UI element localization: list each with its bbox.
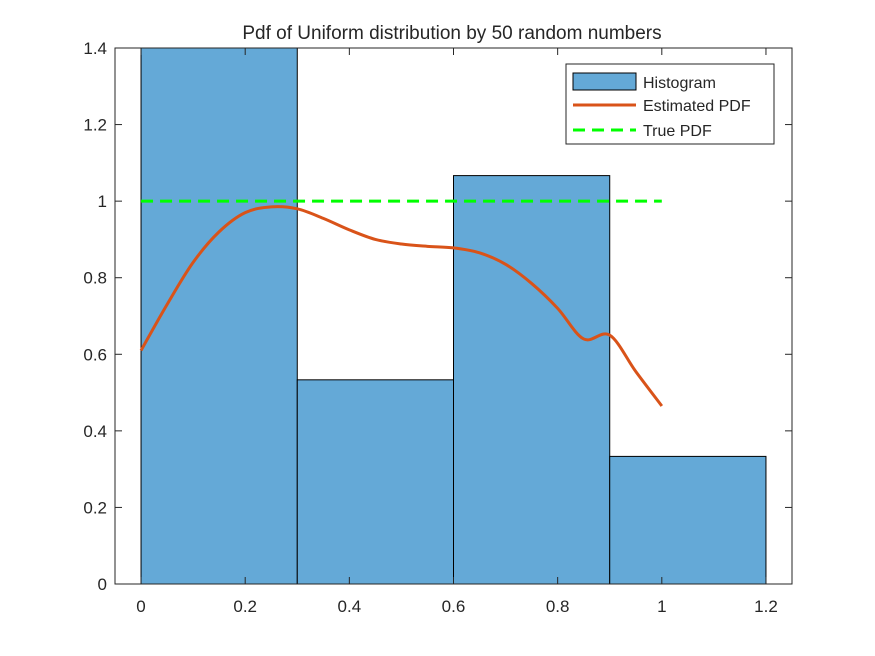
estimated-pdf-line — [139, 205, 664, 407]
data-layer — [139, 48, 767, 584]
plot-area: 0 0.2 0.4 0.6 0.8 1 1.2 0 0.2 0.4 0.6 0.8 1 1.2 1.4 His… — [83, 39, 793, 616]
x-tick-label: 1 — [657, 597, 666, 616]
histogram-bar — [296, 379, 454, 584]
y-tick-label: 0 — [98, 575, 107, 594]
legend-label-histogram: Histogram — [643, 75, 716, 92]
y-tick-label: 1.4 — [83, 39, 107, 58]
x-tick-label: 0.4 — [338, 597, 362, 616]
x-tick-label: 0 — [136, 597, 145, 616]
y-tick-label: 1.2 — [83, 116, 107, 135]
legend-label-estimated-pdf: Estimated PDF — [643, 98, 751, 115]
y-tick-label: 0.8 — [83, 269, 107, 288]
y-tick-label: 0.6 — [83, 345, 107, 364]
x-tick-label: 0.2 — [233, 597, 257, 616]
x-tick-label: 0.8 — [546, 597, 570, 616]
histogram-bar — [609, 455, 767, 584]
y-tick-label: 0.2 — [83, 498, 107, 517]
legend-label-true-pdf: True PDF — [643, 123, 712, 140]
histogram-bar — [140, 48, 298, 584]
y-tick-label: 1 — [98, 192, 107, 211]
histogram-bar — [453, 175, 611, 584]
x-tick-label: 1.2 — [754, 597, 778, 616]
x-tick-label: 0.6 — [442, 597, 466, 616]
y-tick-label: 0.4 — [83, 422, 107, 441]
chart-title: Pdf of Uniform distribution by 50 random… — [242, 23, 661, 44]
legend-swatch-histogram — [572, 72, 637, 91]
